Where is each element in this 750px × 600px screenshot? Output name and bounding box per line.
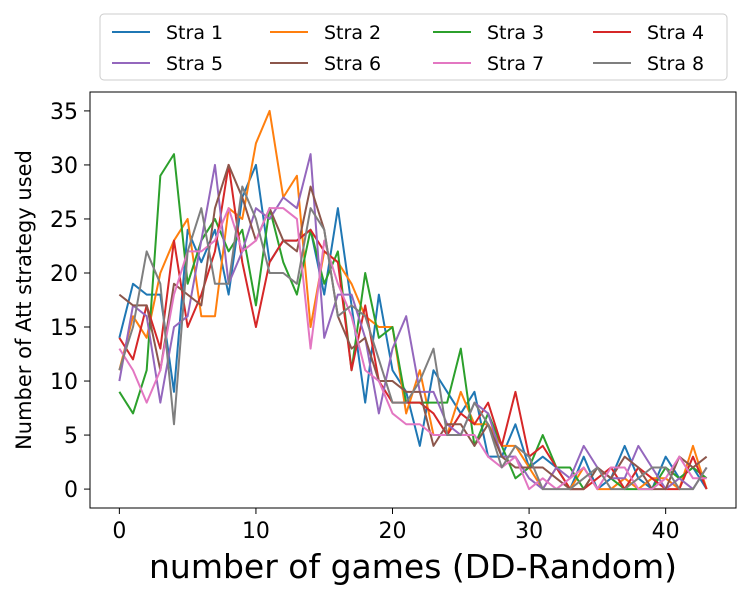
legend: Stra 1 Stra 2 Stra 3 Stra 4 Stra 5 Stra 6 Stra…: [99, 13, 728, 81]
series-line-2: [118, 109, 708, 491]
legend-entry-6: Stra 6: [324, 53, 381, 75]
y-axis-title: Number of Att strategy used: [12, 150, 36, 450]
x-tick-label: 0: [112, 519, 126, 544]
series-lines: [118, 109, 708, 491]
x-tick-label: 20: [379, 519, 407, 544]
y-tick-label: 0: [64, 478, 78, 503]
legend-entry-8: Stra 8: [647, 53, 704, 75]
series-line-4: [118, 163, 708, 491]
x-tick-label: 10: [242, 519, 270, 544]
x-axis: 0 10 20 30 40: [112, 508, 680, 544]
series-line-5: [118, 153, 708, 491]
legend-box: [99, 13, 728, 81]
x-tick-label: 30: [515, 519, 543, 544]
y-tick-label: 25: [50, 208, 78, 233]
y-tick-label: 20: [50, 262, 78, 287]
legend-entry-3: Stra 3: [487, 22, 544, 44]
y-tick-label: 35: [50, 100, 78, 125]
y-tick-label: 15: [50, 316, 78, 341]
y-tick-label: 10: [50, 370, 78, 395]
plot-area: [89, 91, 737, 509]
y-axis: 0 5 10 15 20 25 30 35: [50, 100, 90, 503]
series-line-7: [118, 207, 707, 491]
legend-entry-2: Stra 2: [324, 22, 381, 44]
series-line-8: [118, 185, 708, 491]
legend-entry-5: Stra 5: [166, 53, 223, 75]
legend-entry-4: Stra 4: [647, 22, 704, 44]
y-tick-label: 30: [50, 154, 78, 179]
x-tick-label: 40: [652, 519, 680, 544]
series-line-6: [118, 163, 708, 491]
legend-entry-7: Stra 7: [487, 53, 544, 75]
legend-entry-1: Stra 1: [166, 22, 223, 44]
y-tick-label: 5: [64, 424, 78, 449]
series-line-1: [118, 163, 708, 491]
x-axis-title: number of games (DD-Random): [149, 547, 677, 586]
